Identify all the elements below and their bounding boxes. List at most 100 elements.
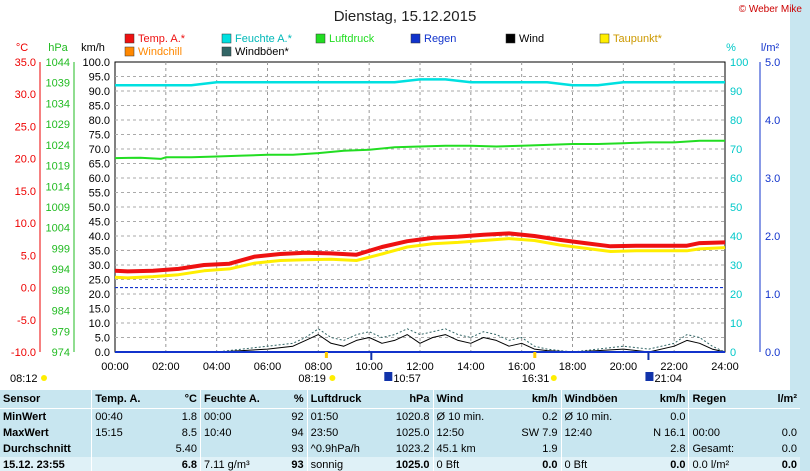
stats-row-current: 15.12. 23:55 6.8 7.11 g/m³ 93 sonnig 102… (0, 457, 800, 471)
x-tick-label: 06:00 (254, 361, 282, 373)
legend-label: Windböen* (235, 46, 290, 58)
hdr-rain-unit: l/m² (765, 390, 800, 409)
x-tick-label: 16:00 (508, 361, 536, 373)
cell: 10:40 (204, 427, 232, 439)
wind-tick-label: 30.0 (89, 260, 110, 272)
wind-axis-unit: km/h (81, 42, 105, 54)
x-tick-label: 24:00 (711, 361, 739, 373)
wind-tick-label: 35.0 (89, 246, 110, 258)
x-tick-label: 00:00 (101, 361, 129, 373)
series-line-windb-en (115, 328, 726, 353)
pressure-tick-label: 1024 (46, 140, 70, 152)
cell: N 16.1 (635, 425, 690, 441)
stats-row: MinWert 00:40 1.8 00:00 92 01:50 1020.8 … (0, 408, 800, 426)
pressure-tick-label: 1004 (46, 223, 70, 235)
temp-tick-label: 30.0 (15, 89, 36, 101)
humidity-tick-label: 100 (730, 57, 748, 69)
cell: 1025.0 (379, 425, 434, 441)
legend-label: Windchill (138, 46, 182, 58)
cell: 1020.8 (379, 408, 434, 425)
sun-icon (550, 375, 557, 381)
cell: 45.1 km (436, 443, 476, 455)
cell: 0.0 (635, 457, 690, 471)
series-line-feuchte-a (115, 78, 725, 87)
pressure-tick-label: 974 (52, 347, 70, 359)
x-tick-label: 12:00 (406, 361, 434, 373)
cell: 0.0 (781, 427, 797, 439)
temp-axis-unit: °C (16, 42, 28, 54)
x-tick-label: 22:00 (660, 361, 688, 373)
moon-icon (329, 375, 336, 381)
wind-tick-label: 75.0 (89, 130, 110, 142)
wind-tick-label: 45.0 (89, 217, 110, 229)
temp-tick-label: -10.0 (11, 347, 36, 359)
cell: sonnig (307, 457, 380, 471)
legend-swatch (315, 33, 326, 44)
cell (201, 441, 267, 457)
pressure-tick-label: 989 (52, 285, 70, 297)
right-edge-strip (790, 0, 810, 471)
sun-icon (41, 375, 47, 381)
rain-tick-label: 2.0 (765, 231, 780, 243)
rain-axis-unit: l/m² (761, 42, 780, 54)
humidity-tick-label: 40 (730, 231, 742, 243)
humidity-tick-label: 20 (730, 289, 742, 301)
humidity-tick-label: 10 (730, 318, 742, 330)
cell (766, 409, 800, 426)
humidity-tick-label: 30 (730, 260, 742, 272)
temp-tick-label: -5.0 (17, 315, 36, 327)
temp-tick-label: 35.0 (15, 57, 36, 69)
rain-tick-label: 3.0 (765, 173, 780, 185)
cell: 00:00 (204, 411, 232, 423)
wind-tick-label: 10.0 (89, 318, 110, 330)
hdr-rain: Regen (688, 390, 766, 409)
wind-tick-label: 25.0 (89, 275, 110, 287)
pressure-tick-label: 994 (52, 264, 70, 276)
legend-label: Wind (519, 33, 544, 45)
moon-phase-icon (384, 372, 393, 381)
pressure-tick-label: 1014 (46, 181, 70, 193)
cell: 94 (266, 425, 308, 441)
cell: 7.11 g/m³ (200, 457, 267, 471)
sunset-label: 16:31 (522, 373, 550, 385)
series-line-wind (115, 334, 726, 353)
cell: 00:00 (692, 427, 721, 439)
wind-tick-label: 60.0 (89, 173, 110, 185)
axes-group: 35.0 30.0 25.0 20.0 15.0 10.0 5.0 0.0 -5.0 -10.0 1… (11, 57, 780, 373)
row-label: MinWert (0, 408, 93, 425)
wind-tick-label: 100.0 (82, 57, 110, 69)
wind-tick-label: 50.0 (89, 202, 110, 214)
x-tick-label: 10:00 (355, 361, 383, 373)
legend-label: Feuchte A.* (235, 33, 293, 45)
sunrise-label: 08:12 (10, 373, 38, 385)
pressure-axis-unit: hPa (48, 42, 68, 54)
hdr-hum: Feuchte A. (200, 390, 267, 409)
stats-row: MaxWert 15:15 8.5 10:40 94 23:50 1025.0 … (0, 425, 800, 441)
wind-tick-label: 5.0 (95, 333, 110, 345)
wind-tick-label: 20.0 (89, 289, 110, 301)
cell: 0.0 (765, 457, 800, 471)
wind-tick-label: 0.0 (95, 347, 110, 359)
legend-label: Temp. A.* (138, 33, 186, 45)
temp-tick-label: 5.0 (21, 250, 36, 262)
row-label: Durchschnitt (0, 441, 93, 457)
cell: 1.9 (507, 441, 562, 457)
temp-tick-label: 10.0 (15, 218, 36, 230)
cell: 0.0 (507, 457, 562, 471)
cell: 5.40 (147, 441, 202, 457)
humidity-tick-label: 60 (730, 173, 742, 185)
wind-tick-label: 90.0 (89, 86, 110, 98)
humidity-tick-label: 90 (730, 86, 742, 98)
temp-tick-label: 25.0 (15, 121, 36, 133)
wind-tick-label: 55.0 (89, 188, 110, 200)
weather-chart: Dienstag, 15.12.2015 © Weber Mike Temp. … (10, 4, 803, 385)
pressure-tick-label: 1034 (46, 98, 70, 110)
pressure-tick-label: 1029 (46, 119, 70, 131)
cell: 0.0 (781, 443, 797, 455)
legend-swatch (221, 33, 232, 44)
cell: ^0.9hPa/h (310, 443, 360, 455)
cell: 12:40 (564, 427, 593, 439)
cell (689, 409, 766, 426)
copyright: © Weber Mike (739, 4, 803, 15)
rain-tick-label: 4.0 (765, 115, 780, 127)
